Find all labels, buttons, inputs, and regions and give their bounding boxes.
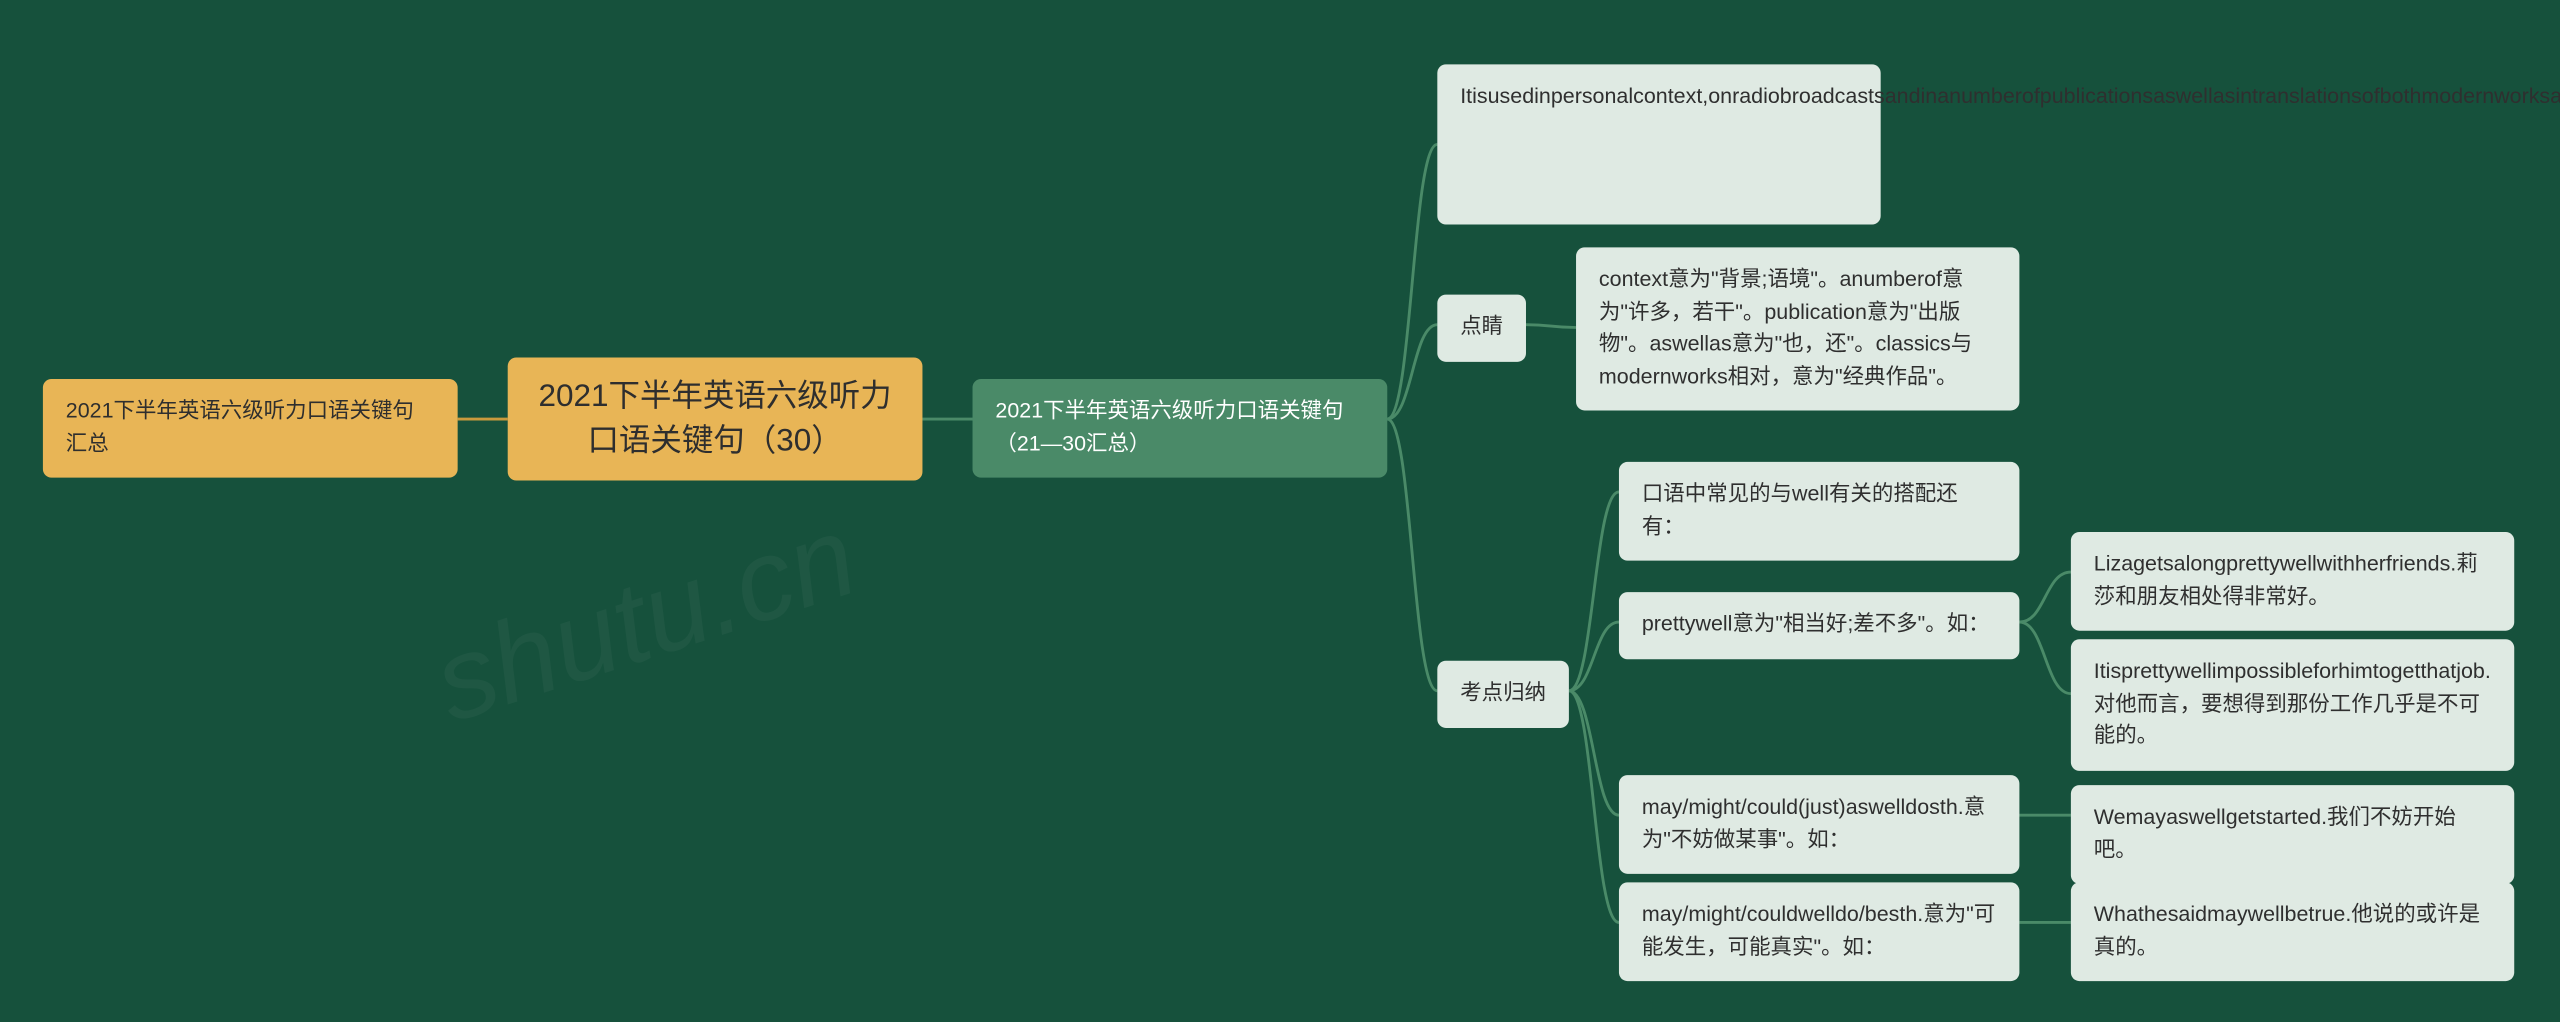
node-level2-summary[interactable]: 2021下半年英语六级听力口语关键句（21—30汇总）	[973, 379, 1388, 478]
node-k3[interactable]: may/might/could(just)aswelldosth.意为"不妨做某…	[1619, 776, 2019, 875]
watermark-1: shutu.cn	[419, 490, 871, 749]
mindmap-stage: shutu.cn shutu.cn 2021下半年英语六级听力口语关键句汇总 2…	[0, 10, 2560, 1011]
node-center-root[interactable]: 2021下半年英语六级听力口语关键句（30）	[508, 358, 923, 481]
node-k1[interactable]: 口语中常见的与well有关的搭配还有：	[1619, 462, 2019, 561]
node-k4a[interactable]: Whathesaidmaywellbetrue.他说的或许是真的。	[2071, 883, 2514, 982]
node-dianjing-detail[interactable]: context意为"背景;语境"。anumberof意为"许多，若干"。publ…	[1576, 248, 2019, 411]
node-leaf-sentence[interactable]: Itisusedinpersonalcontext,onradiobroadca…	[1437, 65, 1880, 225]
node-k2a[interactable]: Lizagetsalongprettywellwithherfriends.莉莎…	[2071, 532, 2514, 631]
node-k2[interactable]: prettywell意为"相当好;差不多"。如：	[1619, 593, 2019, 660]
node-k2b[interactable]: Itisprettywellimpossibleforhimtogetthatj…	[2071, 640, 2514, 771]
node-dianjing[interactable]: 点睛	[1437, 295, 1526, 362]
node-k4[interactable]: may/might/couldwelldo/besth.意为"可能发生，可能真实…	[1619, 883, 2019, 982]
node-kaodian[interactable]: 考点归纳	[1437, 661, 1569, 728]
node-k3a[interactable]: Wemayaswellgetstarted.我们不妨开始吧。	[2071, 786, 2514, 885]
node-left-summary[interactable]: 2021下半年英语六级听力口语关键句汇总	[43, 379, 458, 478]
